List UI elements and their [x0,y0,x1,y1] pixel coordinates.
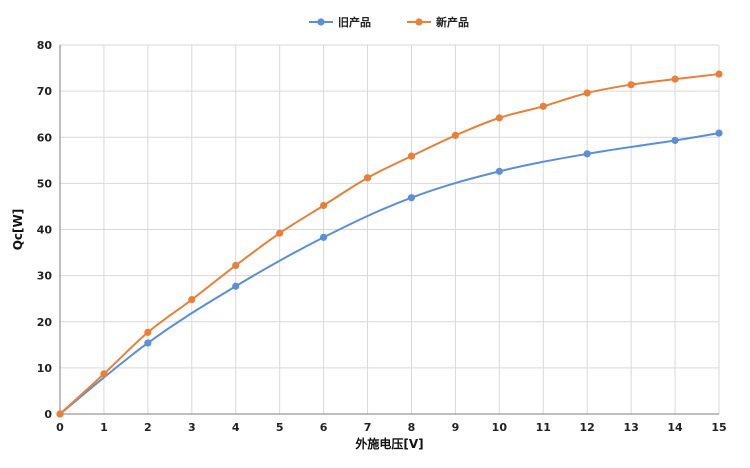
legend-label-0: 旧产品 [338,15,371,29]
data-point [715,70,723,78]
x-tick-label: 9 [452,421,460,434]
x-tick-label: 1 [100,421,108,434]
y-tick-label: 30 [37,270,53,283]
data-point [407,152,416,160]
data-point [671,136,679,145]
y-tick-label: 60 [37,131,53,144]
data-point [627,81,635,89]
data-point [671,75,679,83]
y-tick-label: 0 [44,408,52,421]
data-point [320,233,328,241]
data-point [320,201,328,210]
series-line-0 [59,132,720,415]
axes [59,45,719,415]
x-tick-label: 7 [364,421,372,434]
legend-marker-0 [317,18,325,26]
legend-label-1: 新产品 [436,15,469,29]
data-point [144,328,152,336]
data-point [495,114,503,122]
x-tick-label: 0 [56,421,64,434]
data-point [407,194,416,202]
y-tick-label: 50 [37,177,53,190]
y-tick-label: 20 [37,316,53,329]
x-tick-label: 12 [580,421,595,434]
data-point [100,370,108,378]
x-tick-label: 14 [667,421,683,434]
legend-marker-1 [415,18,423,26]
x-axis-title: 外施电压[V] [355,436,423,451]
x-tick-label: 13 [623,421,638,434]
grid [59,44,720,415]
x-tick-label: 10 [492,421,508,434]
data-point [188,296,196,304]
y-axis-title: Qc[W] [11,209,25,251]
legend: 旧产品 新产品 [309,15,469,29]
x-tick-label: 3 [188,421,196,434]
y-tick-label: 80 [37,39,53,52]
x-tick-label: 11 [536,421,551,434]
data-point [56,410,64,418]
series-line-1 [59,73,720,415]
data-point [144,339,152,347]
data-point [495,167,503,175]
data-point [276,229,284,237]
data-point [715,129,723,137]
data-point [232,282,240,290]
x-tick-label: 15 [711,421,726,434]
x-tick-label: 4 [232,421,240,434]
x-tick-label: 5 [276,421,284,434]
y-tick-label: 10 [37,362,53,375]
data-point [451,131,459,140]
data-point [232,261,240,270]
data-point [583,150,591,158]
x-tick-label: 6 [320,421,328,434]
data-point [539,102,547,110]
y-tick-label: 40 [37,224,53,237]
y-tick-label: 70 [37,85,53,98]
x-tick-label: 2 [144,421,152,434]
x-tick-label: 8 [408,421,416,434]
series-layer [56,70,723,418]
data-point [583,89,591,97]
data-point [363,174,372,182]
